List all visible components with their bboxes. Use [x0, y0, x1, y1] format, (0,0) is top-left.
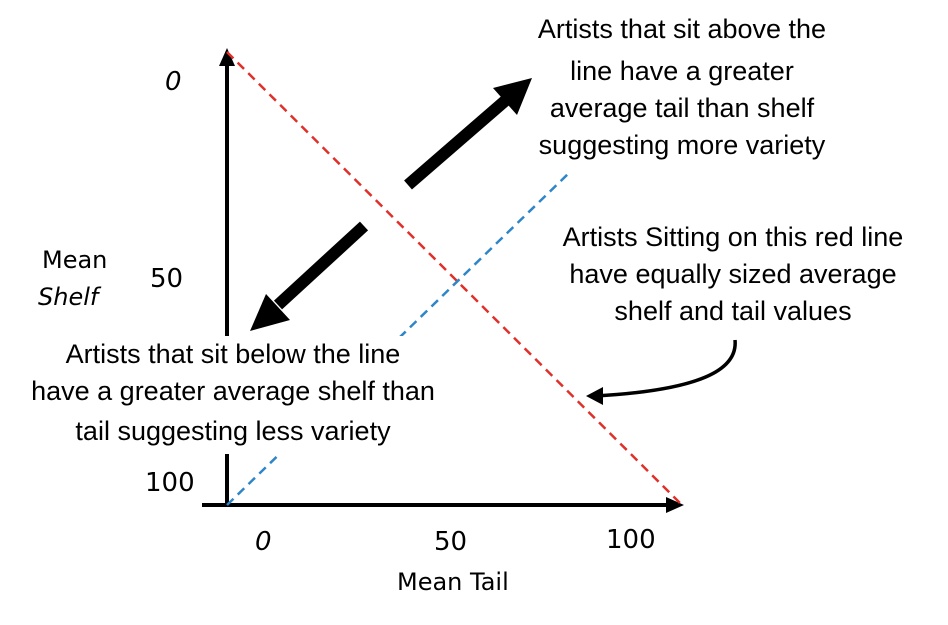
y-tick-50: 50	[150, 264, 183, 294]
curved-pointer-arrowhead	[586, 387, 603, 405]
curved-pointer-arrow	[595, 339, 737, 398]
arrow-upper-head	[493, 78, 532, 115]
annotation-above: Artists that sit above the line have a g…	[538, 14, 826, 160]
annotation-below-line1: Artists that sit below the line	[66, 339, 401, 369]
annotation-above-line4: suggesting more variety	[539, 130, 826, 160]
x-tick-100: 100	[606, 525, 656, 555]
annotation-red-line-line1: Artists Sitting on this red line	[563, 222, 904, 252]
arrow-lower-head	[250, 294, 290, 331]
y-axis-arrowhead	[219, 48, 235, 66]
annotation-above-line2: line have a greater	[570, 56, 794, 86]
annotation-red-line: Artists Sitting on this red line have eq…	[563, 222, 904, 326]
annotation-above-line3: average tail than shelf	[550, 93, 815, 123]
y-axis-title-line2: Shelf	[38, 283, 102, 311]
x-tick-50: 50	[434, 527, 467, 557]
y-axis-title-line1: Mean	[42, 246, 107, 274]
x-axis-arrowhead	[666, 497, 684, 513]
arrow-upper-segment	[404, 95, 510, 190]
arrow-lower-segment	[273, 221, 369, 310]
annotation-red-line-line2: have equally sized average	[569, 259, 896, 289]
annotation-red-line-line3: shelf and tail values	[614, 296, 851, 326]
annotation-above-line1: Artists that sit above the	[538, 14, 826, 44]
y-tick-0: 0	[165, 67, 182, 97]
annotation-below-line2: have a greater average shelf than	[31, 376, 435, 406]
below-text-backdrop	[15, 336, 455, 454]
annotation-below: Artists that sit below the line have a g…	[31, 339, 435, 446]
annotation-below-line3: tail suggesting less variety	[75, 416, 391, 446]
x-tick-0: 0	[255, 527, 272, 557]
y-tick-100: 100	[145, 468, 195, 498]
equality-red-line	[226, 51, 683, 506]
x-axis-title: Mean Tail	[397, 568, 509, 596]
